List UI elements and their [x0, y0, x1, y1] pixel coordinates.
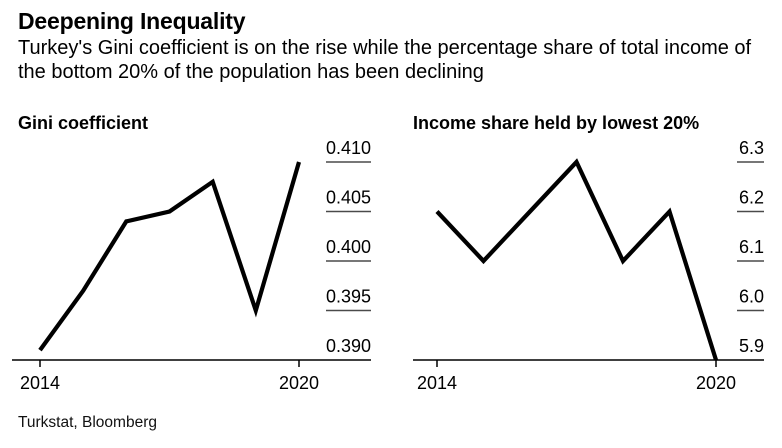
y-tick-label: 0.410 [326, 138, 371, 158]
x-tick-label: 2014 [417, 373, 457, 393]
y-tick-label: 0.395 [326, 287, 371, 307]
x-tick-label: 2020 [696, 373, 736, 393]
page-title: Deepening Inequality [18, 8, 246, 34]
x-tick-label: 2014 [20, 373, 60, 393]
chart-panel: 2014 2020 0.390 0.395 0.400 0.405 0.410 [12, 138, 371, 393]
source-label: Turkstat, Bloomberg [18, 414, 157, 431]
chart-heading-gini: Gini coefficient [18, 113, 149, 133]
y-tick-label: 0.405 [326, 188, 371, 208]
y-tick-label: 6.0 [739, 287, 764, 307]
y-tick-label: 6.3 [739, 138, 764, 158]
y-tick-label: 6.2 [739, 188, 764, 208]
data-line-series [435, 158, 719, 361]
y-tick-label: 5.9 [739, 336, 764, 356]
data-line-series [38, 161, 302, 352]
chart-heading-income-share: Income share held by lowest 20% [413, 113, 700, 133]
y-tick-label: 0.390 [326, 336, 371, 356]
y-tick-label: 0.400 [326, 237, 371, 257]
page-subtitle: Turkey's Gini coefficient is on the rise… [18, 37, 752, 83]
y-tick-label: 6.1 [739, 237, 764, 257]
x-tick-label: 2020 [279, 373, 319, 393]
